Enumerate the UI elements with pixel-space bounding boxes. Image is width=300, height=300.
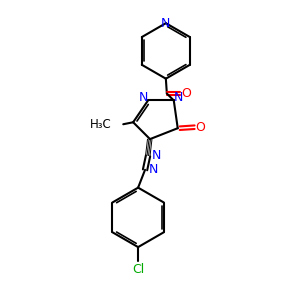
Text: N: N bbox=[161, 17, 170, 30]
Text: Cl: Cl bbox=[132, 263, 144, 276]
Text: N: N bbox=[138, 91, 148, 104]
Text: N: N bbox=[151, 149, 160, 162]
Text: N: N bbox=[174, 91, 183, 104]
Text: N: N bbox=[148, 163, 158, 176]
Text: O: O bbox=[182, 87, 192, 100]
Text: H₃C: H₃C bbox=[90, 118, 111, 131]
Text: O: O bbox=[196, 121, 206, 134]
